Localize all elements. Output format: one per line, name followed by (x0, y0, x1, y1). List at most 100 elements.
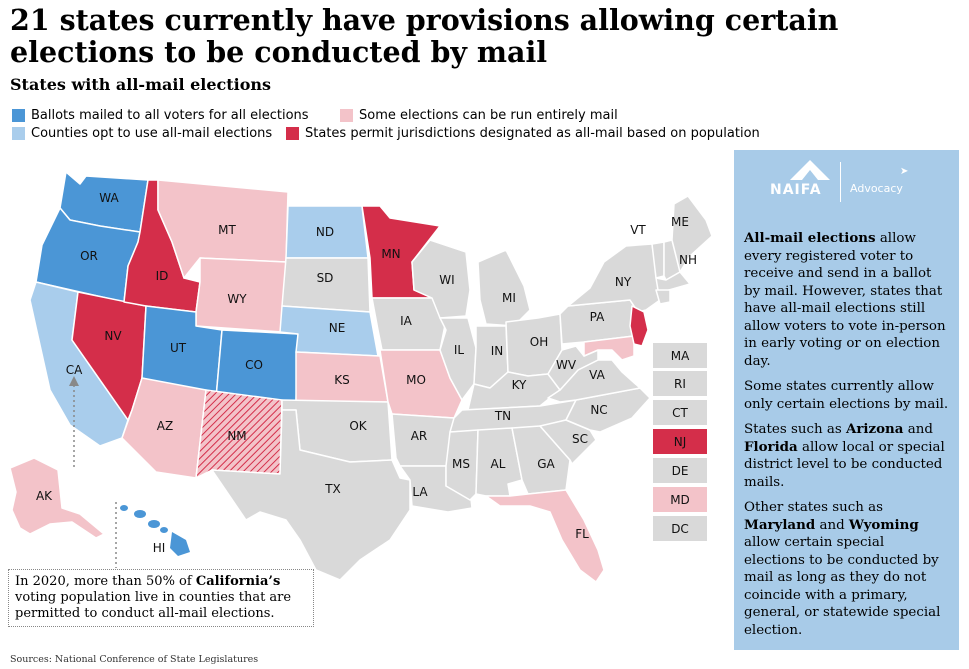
label-nm: NM (227, 429, 246, 443)
logo-mountain-icon (790, 160, 830, 180)
state-nj[interactable] (629, 305, 649, 347)
info-panel: All-mail elections allow every registere… (734, 150, 959, 650)
small-state-label: NJ (673, 434, 687, 449)
label-wi: WI (439, 273, 454, 287)
label-ky: KY (512, 378, 527, 392)
panel-paragraph-3: States such as Arizona and Florida allow… (734, 421, 959, 491)
legend-label: States permit jurisdictions designated a… (305, 126, 760, 141)
small-state-label: MD (670, 492, 690, 507)
label-wv: WV (556, 358, 577, 372)
state-ct[interactable] (655, 289, 671, 305)
label-oh: OH (530, 335, 548, 349)
label-sc: SC (572, 432, 588, 446)
state-mi[interactable] (477, 249, 531, 327)
panel-paragraph-4: Other states such as Maryland and Wyomin… (734, 499, 959, 639)
small-state-box[interactable]: MD (653, 487, 707, 512)
label-hi: HI (153, 541, 166, 555)
legend-swatch (340, 109, 353, 122)
label-nd: ND (316, 225, 334, 239)
small-state-box[interactable]: NJ (653, 429, 707, 454)
small-state-label: DC (671, 521, 689, 536)
panel-text: allow certain special elections to be co… (744, 535, 941, 638)
label-me: ME (671, 215, 689, 229)
label-al: AL (491, 457, 506, 471)
legend-label: Counties opt to use all-mail elections (31, 126, 273, 141)
label-fl: FL (575, 527, 589, 541)
panel-text: States such as (744, 422, 846, 437)
panel-text: Some states currently allow only certain… (744, 379, 949, 412)
panel-bold: Arizona (845, 421, 904, 437)
label-ca: CA (66, 363, 83, 377)
state-mt[interactable] (157, 179, 289, 279)
label-nc: NC (590, 403, 607, 417)
panel-bold: All-mail elections (744, 230, 876, 246)
callout-arrow (69, 376, 79, 386)
label-tx: TX (324, 482, 341, 496)
label-va: VA (589, 368, 605, 382)
callout-text-pre: In 2020, more than 50% of (15, 574, 196, 589)
panel-bold: Florida (744, 438, 798, 455)
small-state-box[interactable]: DC (653, 516, 707, 541)
small-state-box[interactable]: RI (653, 371, 707, 396)
label-co: CO (245, 358, 263, 372)
label-ok: OK (349, 419, 367, 433)
label-id: ID (156, 269, 169, 283)
label-ny: NY (615, 275, 632, 289)
label-il: IL (454, 343, 465, 357)
legend-swatch (12, 109, 25, 122)
small-state-label: RI (674, 376, 686, 391)
label-la: LA (412, 485, 428, 499)
map-subtitle: States with all-mail elections (10, 75, 272, 94)
small-state-label: CT (672, 405, 688, 420)
logo-arrow-icon: ➤ (900, 166, 909, 177)
state-wi[interactable] (411, 239, 471, 319)
california-callout: In 2020, more than 50% of California’s v… (8, 569, 314, 627)
label-az: AZ (157, 419, 173, 433)
legend-swatch (12, 127, 25, 140)
panel-text: allow local or special district level to… (744, 439, 945, 490)
label-wy: WY (227, 292, 247, 306)
state-fl[interactable] (485, 489, 605, 583)
legend-swatch (286, 127, 299, 140)
logo-tag: Advocacy (850, 182, 903, 195)
callout-text-post: voting population live in counties that … (15, 590, 292, 621)
label-pa: PA (590, 310, 605, 324)
logo-divider (840, 162, 841, 202)
label-mo: MO (406, 373, 426, 387)
label-ne: NE (329, 321, 346, 335)
label-ks: KS (334, 373, 350, 387)
label-mi: MI (502, 291, 516, 305)
state-hi[interactable] (120, 505, 190, 556)
label-ia: IA (400, 314, 413, 328)
legend-item-population: States permit jurisdictions designated a… (286, 126, 760, 141)
naifa-logo: NAIFA Advocacy ➤ (770, 158, 920, 206)
state-sd[interactable] (281, 257, 371, 313)
state-ak[interactable] (9, 457, 105, 539)
small-state-label: DE (671, 463, 689, 478)
panel-text: Other states such as (744, 500, 883, 515)
legend-item-county-opt: Counties opt to use all-mail elections (12, 126, 272, 141)
us-map: WA OR CA NV ID MT WY UT CO AZ NM ND SD N… (9, 171, 713, 583)
small-state-box[interactable]: DE (653, 458, 707, 483)
panel-bold: Wyoming (848, 516, 919, 533)
label-vt: VT (630, 223, 646, 237)
label-ms: MS (452, 457, 470, 471)
state-me[interactable] (671, 195, 713, 273)
label-nh: NH (679, 253, 697, 267)
panel-bold: Maryland (744, 516, 816, 533)
small-state-box[interactable]: CT (653, 400, 707, 425)
label-ga: GA (537, 457, 555, 471)
sources-note: Sources: National Conference of State Le… (10, 654, 259, 665)
state-tx[interactable] (211, 409, 411, 581)
label-ak: AK (36, 489, 53, 503)
legend-item-some-mail: Some elections can be run entirely mail (340, 108, 618, 123)
small-state-box[interactable]: MA (653, 343, 707, 368)
legend-item-all-mail: Ballots mailed to all voters for all ele… (12, 108, 309, 123)
label-ar: AR (411, 429, 428, 443)
label-mn: MN (381, 247, 400, 261)
label-nv: NV (104, 329, 122, 343)
panel-text: and (815, 517, 849, 533)
label-in: IN (491, 344, 504, 358)
state-il[interactable] (439, 317, 477, 401)
small-state-label: MA (670, 348, 690, 363)
